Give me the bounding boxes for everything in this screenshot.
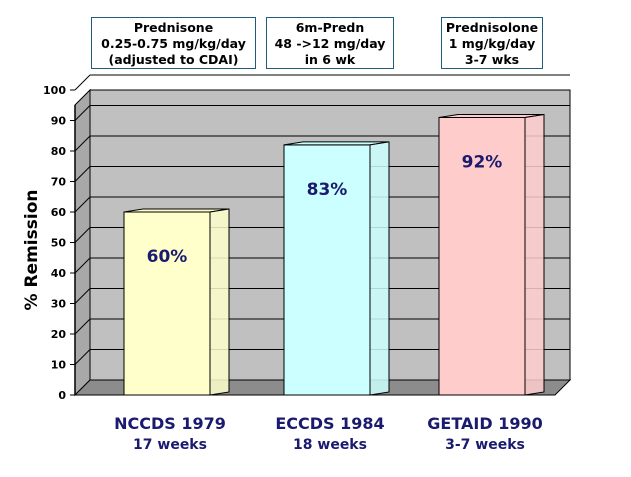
gridline-side bbox=[74, 318, 91, 335]
annotation-line: (adjusted to CDAI) bbox=[108, 52, 239, 67]
annotation-line: Prednisone bbox=[133, 20, 214, 35]
y-tick-label: 60 bbox=[51, 206, 67, 219]
y-tick-label: 70 bbox=[51, 176, 67, 189]
x-subcategory-label: 18 weeks bbox=[293, 437, 367, 453]
annotation-line: Prednisolone bbox=[445, 20, 539, 35]
bar-1 bbox=[123, 208, 230, 396]
bar-value-label: 60% bbox=[147, 247, 188, 267]
annotation-box-eccds: 6m-Predn 48 ->12 mg/day in 6 wk bbox=[266, 17, 394, 69]
gridline-side bbox=[74, 288, 91, 304]
annotation-line: 48 ->12 mg/day bbox=[274, 36, 386, 51]
annotation-box-nccds: Prednisone 0.25-0.75 mg/kg/day (adjusted… bbox=[91, 17, 256, 69]
bar-3 bbox=[438, 113, 545, 396]
x-category-label: ECCDS 1984 bbox=[275, 414, 384, 433]
gridline-side bbox=[74, 74, 91, 91]
bar-side bbox=[209, 208, 230, 396]
gridline-side bbox=[74, 227, 91, 243]
y-tick-label: 20 bbox=[51, 328, 67, 341]
bar-front bbox=[438, 116, 526, 396]
y-tick-label: 10 bbox=[51, 359, 67, 372]
y-tick-label: 90 bbox=[51, 115, 67, 128]
x-subcategory-label: 17 weeks bbox=[133, 437, 207, 453]
y-tick-label: 100 bbox=[43, 84, 66, 97]
bar-value-label: 83% bbox=[307, 180, 348, 200]
bar-front bbox=[123, 211, 211, 396]
gridline-side bbox=[74, 135, 91, 152]
x-subcategory-label: 3-7 weeks bbox=[445, 437, 525, 453]
gridline-side bbox=[74, 349, 91, 365]
y-tick-label: 80 bbox=[51, 145, 67, 158]
y-tick-label: 30 bbox=[51, 298, 67, 311]
chart-side-wall bbox=[74, 88, 91, 397]
bar-side bbox=[369, 141, 390, 396]
gridline-side bbox=[74, 196, 91, 213]
y-tick-label: 40 bbox=[51, 267, 67, 280]
x-category-label: NCCDS 1979 bbox=[114, 414, 226, 433]
bar-side bbox=[524, 113, 545, 396]
x-category-label: GETAID 1990 bbox=[427, 414, 542, 433]
annotation-box-getaid: Prednisolone 1 mg/kg/day 3-7 wks bbox=[441, 17, 543, 69]
y-tick-label: 50 bbox=[51, 237, 67, 250]
y-axis-label: % Remission bbox=[22, 190, 42, 311]
bar-2 bbox=[283, 141, 390, 396]
y-tick-label: 0 bbox=[58, 389, 66, 402]
annotation-line: 0.25-0.75 mg/kg/day bbox=[101, 36, 246, 51]
gridline-side bbox=[74, 105, 91, 121]
annotation-line: in 6 wk bbox=[304, 52, 356, 67]
bar-value-label: 92% bbox=[462, 152, 503, 172]
annotation-line: 3-7 wks bbox=[464, 52, 520, 67]
bar-front bbox=[283, 144, 371, 396]
annotation-line: 1 mg/kg/day bbox=[448, 36, 536, 51]
gridline-side bbox=[74, 166, 91, 182]
gridline-side bbox=[74, 257, 91, 274]
annotation-line: 6m-Predn bbox=[295, 20, 365, 35]
